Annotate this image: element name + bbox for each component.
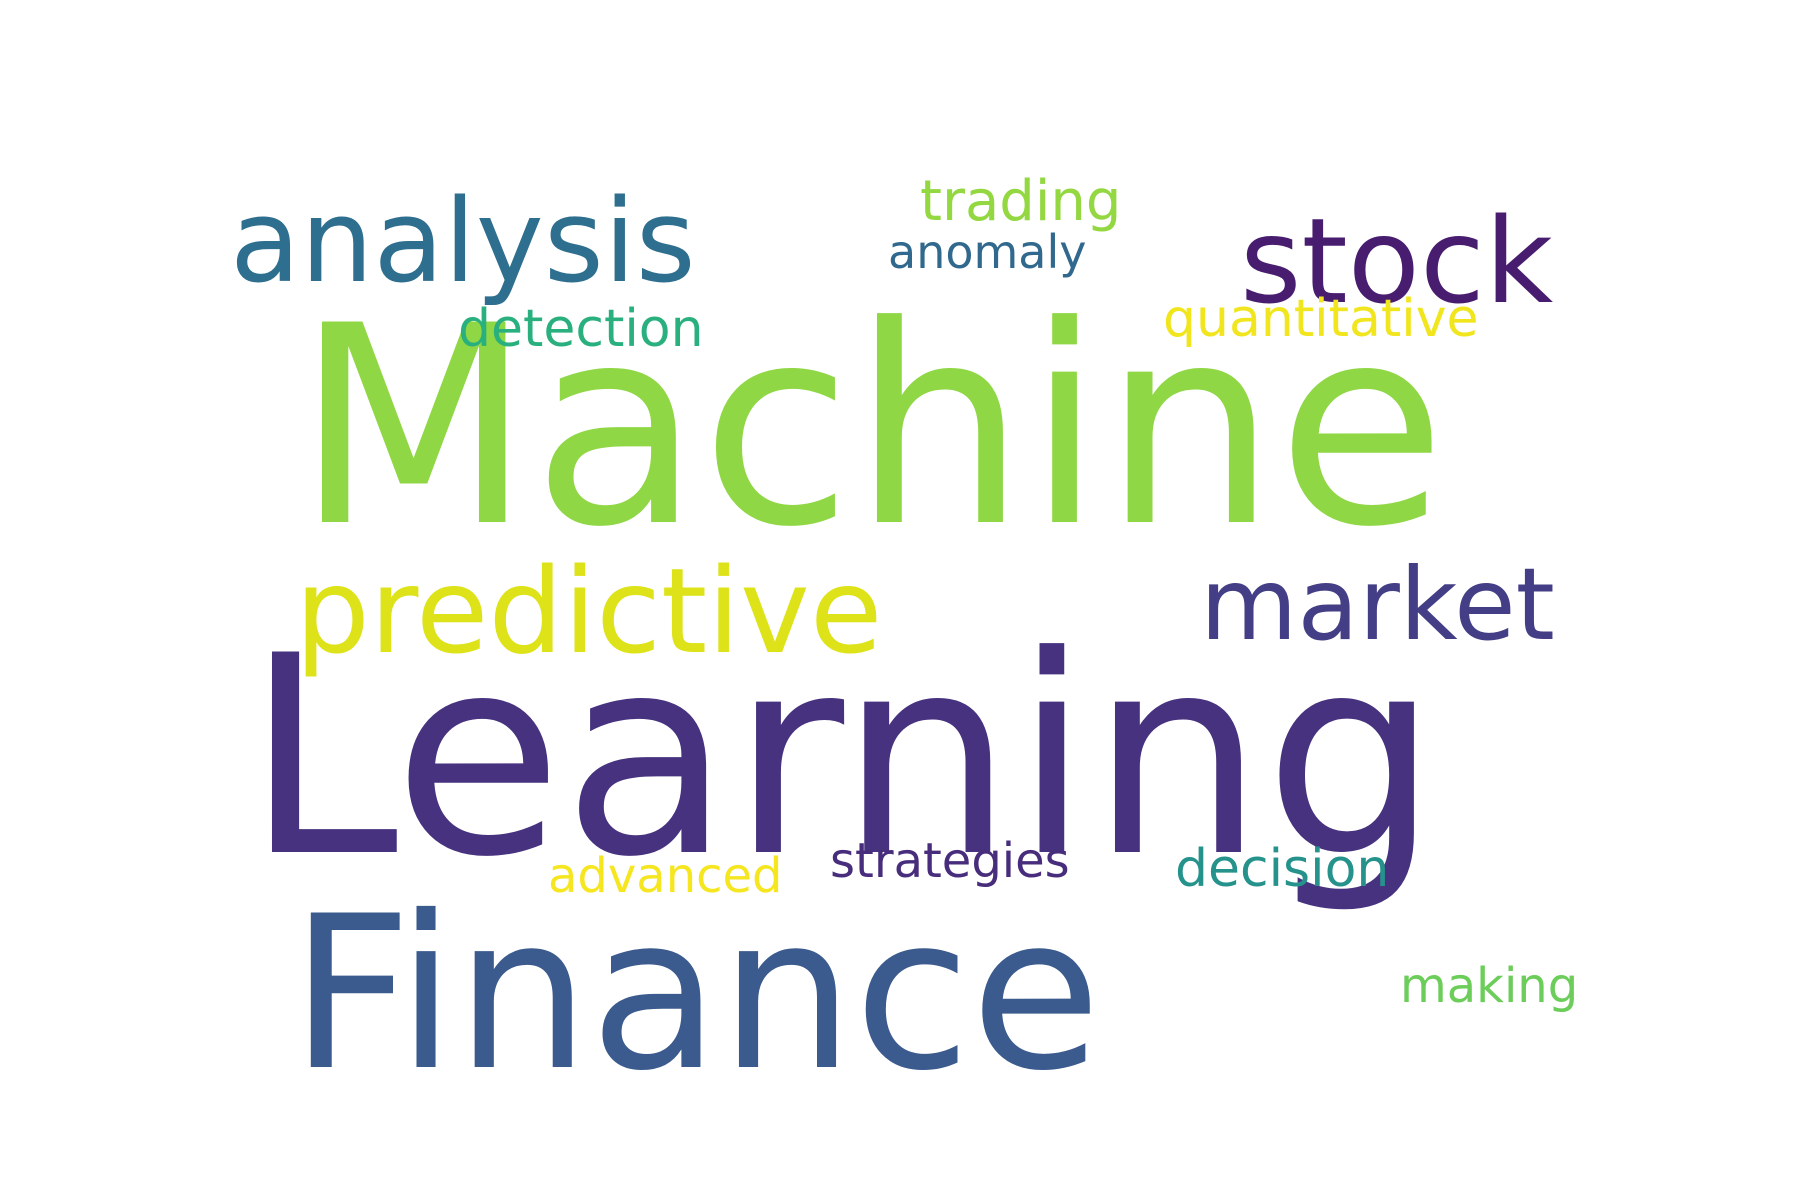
word-making: making xyxy=(1400,958,1579,1014)
word-trading: trading xyxy=(920,169,1122,234)
word-stock: stock xyxy=(1240,192,1554,330)
word-quantitative: quantitative xyxy=(1163,289,1479,349)
word-strategies: strategies xyxy=(830,833,1070,889)
word-machine: Machine xyxy=(295,267,1447,587)
word-decision: decision xyxy=(1175,839,1390,899)
word-predictive: predictive xyxy=(295,542,883,680)
word-finance: Finance xyxy=(290,870,1102,1117)
word-analysis: analysis xyxy=(230,175,696,309)
word-market: market xyxy=(1200,546,1555,663)
word-anomaly: anomaly xyxy=(888,225,1087,279)
word-advanced: advanced xyxy=(548,848,783,904)
word-detection: detection xyxy=(458,299,704,359)
word-learning: Learning xyxy=(245,597,1439,917)
